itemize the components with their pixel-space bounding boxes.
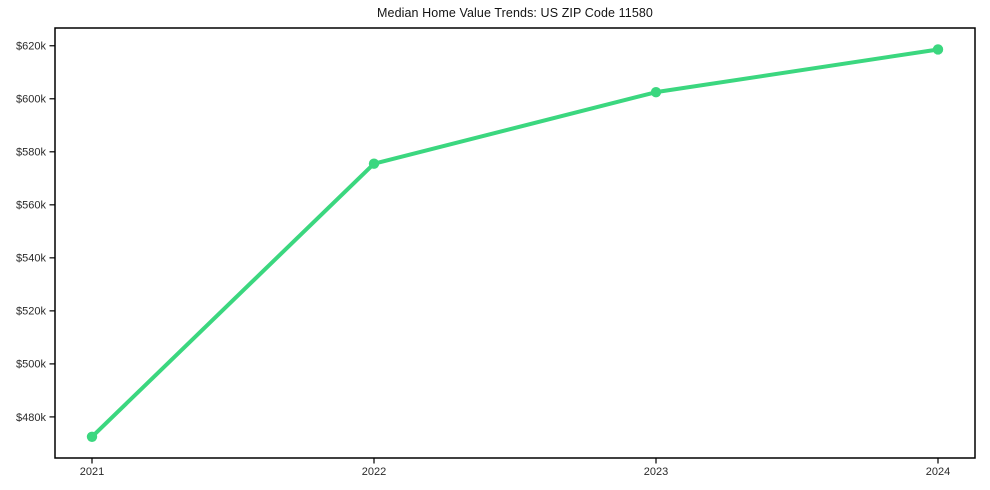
y-axis-tick-label: $520k [16,306,46,318]
y-axis-tick-label: $540k [16,253,46,265]
data-point-2023[interactable] [650,86,662,98]
data-point-2021[interactable] [86,431,98,442]
y-axis-tick-label: $600k [16,94,46,106]
y-axis-tick-label: $580k [16,147,46,159]
x-axis-tick-label: 2021 [80,466,104,478]
plot-border [54,27,976,459]
chart-title: Median Home Value Trends: US ZIP Code 11… [377,6,653,20]
median-home-value-line [90,47,940,439]
x-axis-tick-label: 2023 [644,466,668,478]
data-point-2024[interactable] [932,44,944,55]
y-axis-tick-label: $480k [16,412,46,424]
x-axis-tick-label: 2024 [926,466,950,478]
y-axis-tick-label: $560k [16,200,46,212]
y-axis-tick-label: $500k [16,359,46,371]
y-axis-tick-label: $620k [16,41,46,53]
data-point-2022[interactable] [368,158,380,169]
x-axis-tick-label: 2022 [362,466,386,478]
